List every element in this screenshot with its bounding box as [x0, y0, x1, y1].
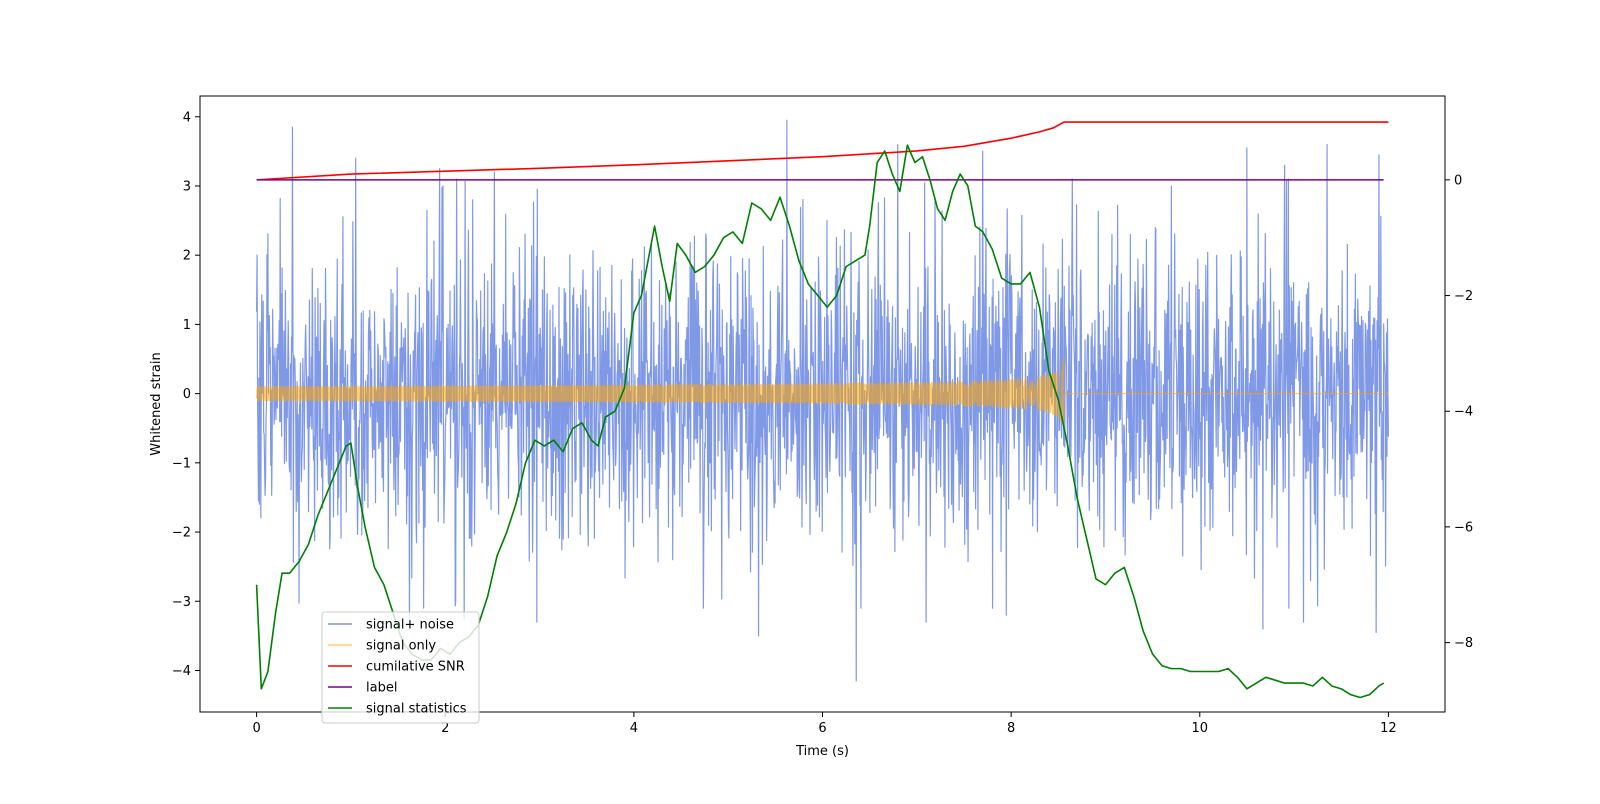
- series-signal-only: [255, 358, 1389, 427]
- y-tick-label: −3: [172, 595, 191, 610]
- y2-tick-label: −8: [1454, 636, 1473, 651]
- legend-label-label: label: [366, 681, 397, 696]
- y-axis-right: 0 −2 −4 −6 −8: [1445, 173, 1473, 651]
- x-tick-label: 12: [1380, 721, 1397, 736]
- y-tick-label: −4: [172, 664, 191, 679]
- y-tick-label: 0: [183, 387, 191, 402]
- series-cumilative-snr: [256, 121, 1389, 181]
- legend-label-signal-noise: signal+ noise: [366, 618, 454, 633]
- y-tick-label: −2: [172, 526, 191, 541]
- y2-tick-label: 0: [1454, 173, 1462, 188]
- x-tick-label: 6: [818, 721, 826, 736]
- x-axis-label: Time (s): [795, 744, 849, 759]
- legend-box: [321, 611, 480, 724]
- x-tick-label: 2: [441, 721, 449, 736]
- y-tick-label: 4: [183, 110, 191, 125]
- y-tick-label: −1: [172, 456, 191, 471]
- y-axis-label: Whitened strain: [149, 352, 164, 455]
- legend-label-cumilative-snr: cumilative SNR: [366, 660, 465, 675]
- series-signal-noise: [255, 119, 1390, 682]
- x-tick-label: 0: [252, 721, 260, 736]
- legend-label-signal-statistics: signal statistics: [366, 702, 467, 717]
- y2-tick-label: −4: [1454, 405, 1473, 420]
- x-tick-label: 4: [630, 721, 638, 736]
- x-axis: 0 2 4 6 8 10 12: [252, 712, 1397, 736]
- y-axis-left: 4 3 2 1 0 −1 −2 −3 −4: [172, 110, 200, 679]
- y-tick-label: 2: [183, 249, 191, 264]
- y2-tick-label: −6: [1454, 520, 1473, 535]
- x-tick-label: 10: [1191, 721, 1208, 736]
- y2-tick-label: −2: [1454, 289, 1473, 304]
- y-tick-label: 1: [183, 318, 191, 333]
- x-tick-label: 8: [1007, 721, 1015, 736]
- legend: signal+ noise signal only cumilative SNR la…: [321, 611, 480, 724]
- legend-label-signal-only: signal only: [366, 639, 436, 654]
- y-tick-label: 3: [183, 179, 191, 194]
